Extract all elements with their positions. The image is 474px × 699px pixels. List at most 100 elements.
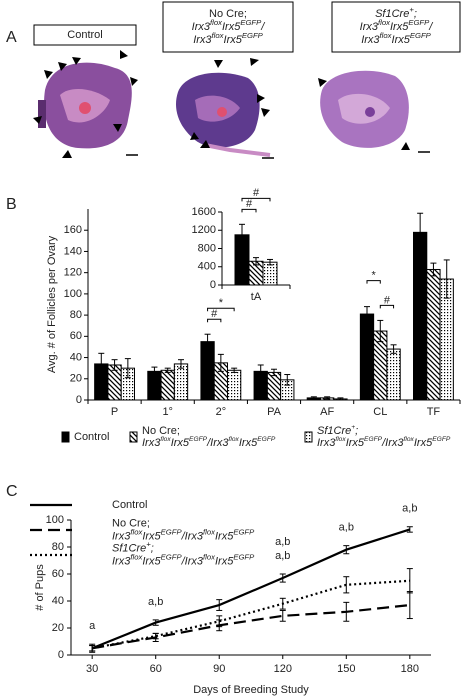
label-text: Irx5 [239,437,258,449]
superscript: flox [378,18,391,27]
label-text: Irx5 [142,530,161,542]
y-tick-label: 120 [64,267,82,279]
legend-swatch [61,431,70,443]
superscript: EGFP [410,31,432,40]
bar [227,369,242,401]
significance-label: # [246,198,253,210]
x-axis-title: Days of Breeding Study [193,684,309,696]
significance-bracket [241,197,271,202]
significance-label: # [211,308,218,320]
bar [413,231,428,401]
point-annotation: a,b [148,596,163,608]
y-tick-label: 40 [70,351,82,363]
label-text: Irx5 [224,34,243,46]
superscript: flox [380,31,393,40]
superscript: EGFP [233,552,255,561]
tissue-section [38,62,132,149]
significance-label: # [253,187,260,199]
superscript: flox [210,18,223,27]
bar [359,313,375,401]
series-line [91,528,411,650]
y-tick-label: 800 [198,242,216,254]
label-text: /Irx3 [181,530,204,542]
y-tick-label: 1200 [192,224,216,236]
x-tick-label: TF [427,406,441,418]
superscript: flox [130,527,143,536]
superscript: flox [335,436,346,443]
label-text: Irx5 [215,530,234,542]
label-text: Irx3 [192,21,211,33]
y-tick-label: 140 [64,245,82,257]
y-tick-label: 20 [52,622,64,634]
y-tick-label: 0 [76,394,82,406]
series-line [91,603,410,650]
superscript: + [351,424,355,431]
tissue-section [175,72,271,157]
superscript: flox [203,552,216,561]
y-tick-label: 40 [52,595,64,607]
y-tick-label: 400 [198,261,216,273]
y-tick-label: 80 [70,309,82,321]
point-annotation: a [89,620,96,632]
x-tick-label: PA [267,406,282,418]
superscript: EGFP [364,436,383,443]
point-annotation: a,b [339,522,354,534]
legend-swatch [129,431,138,443]
label-line: Control [112,499,147,511]
superscript: EGFP [161,527,183,536]
label-text: No Cre; [112,517,150,529]
label-line: Sf1Cre+; [375,5,417,20]
label-line: No Cre; [112,517,150,529]
label-text: Irx3 [112,555,131,567]
x-tick-label: 2° [216,406,227,418]
significance-bracket [366,280,381,284]
significance-bracket [207,307,235,312]
bar [173,363,189,401]
label-line: Irx3floxIrx5EGFP/Irx3floxIrx5EGFP [142,436,276,449]
label-text: Sf1Cre [317,425,351,437]
label-text: Irx5 [390,21,409,33]
significance-label: * [219,297,224,309]
y-tick-label: 60 [70,330,82,342]
label-line: Sf1Cre+; [112,539,154,554]
label-line: No Cre; [142,425,180,437]
label-text: Control [112,499,147,511]
label-text: Irx3 [317,437,336,449]
superscript: EGFP [432,436,451,443]
label-text: Irx5 [171,437,190,449]
label-text: Irx5 [142,555,161,567]
panel-letter: C [6,483,18,500]
arrowheads [33,50,410,158]
label-text: Irx5 [414,437,433,449]
significance-bracket [379,304,395,309]
label-text: Irx3 [142,437,161,449]
y-tick-label: 1600 [192,206,216,218]
label-text: Irx3 [112,530,131,542]
bar [386,348,401,401]
label-text: Irx5 [392,34,411,46]
y-tick-label: 80 [52,541,64,553]
x-tick-label: CL [373,406,387,418]
label-text: No Cre; [209,8,247,20]
superscript: EGFP [233,527,255,536]
x-tick-label: 60 [150,663,162,675]
bar [262,261,278,286]
x-tick-label: tA [251,291,262,303]
label-line: Irx3floxIrx5EGFP/ [192,18,266,33]
y-tick-label: 20 [70,373,82,385]
panel-letter: A [6,29,17,46]
x-tick-label: 90 [213,663,225,675]
x-tick-label: AF [320,406,334,418]
label-line: Irx3floxIrx5EGFP [193,31,263,46]
label-text: Sf1Cre [375,8,409,20]
x-tick-label: 180 [401,663,419,675]
bar [266,371,282,401]
label-text: Irx5 [346,437,365,449]
label-text: ; [414,8,417,20]
label-line: No Cre; [209,8,247,20]
label-text: Irx3 [360,21,379,33]
legend-swatch [304,431,313,443]
label-line: Irx3floxIrx5EGFP/ [360,18,434,33]
superscript: flox [160,436,171,443]
